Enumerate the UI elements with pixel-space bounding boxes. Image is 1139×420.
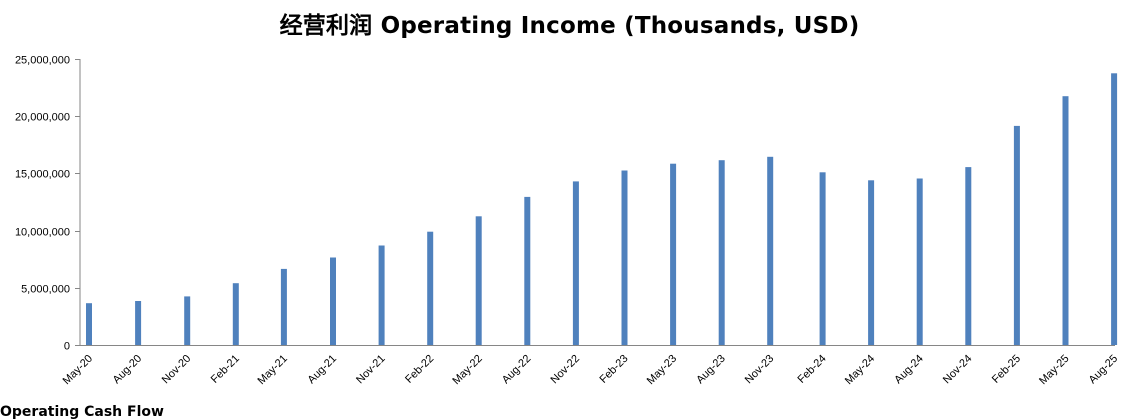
x-tick-label: Feb-24 bbox=[796, 353, 829, 386]
x-tick-label: Nov-24 bbox=[941, 353, 975, 387]
x-tick-label: Aug-25 bbox=[1087, 353, 1121, 387]
x-tick-label: Feb-23 bbox=[597, 353, 630, 386]
y-tick-label: 20,000,000 bbox=[15, 112, 70, 124]
x-tick-label: Aug-20 bbox=[111, 353, 145, 387]
bar-Feb-21 bbox=[232, 283, 239, 345]
x-tick-label: May-24 bbox=[843, 353, 877, 387]
x-tick-label: May-21 bbox=[256, 353, 290, 387]
x-tick-label: May-20 bbox=[61, 353, 95, 387]
x-tick-label: Nov-22 bbox=[548, 353, 582, 387]
bar-Nov-24 bbox=[965, 167, 972, 345]
x-tick-label: Aug-21 bbox=[306, 353, 340, 387]
x-tick-label: Nov-23 bbox=[743, 353, 777, 387]
y-tick-label: 15,000,000 bbox=[15, 169, 70, 181]
bar-May-21 bbox=[280, 268, 287, 345]
bar-Feb-22 bbox=[427, 231, 434, 345]
x-tick-label: Aug-24 bbox=[892, 353, 926, 387]
bar-May-20 bbox=[86, 303, 92, 345]
bar-Aug-23 bbox=[718, 160, 725, 345]
x-tick-label: Feb-21 bbox=[209, 353, 242, 386]
x-tick-label: Nov-20 bbox=[160, 353, 194, 387]
bar-Feb-24 bbox=[819, 172, 826, 345]
y-tick-label: 0 bbox=[64, 341, 70, 353]
x-tick-label: May-23 bbox=[645, 353, 679, 387]
bar-Aug-21 bbox=[330, 257, 336, 345]
x-tick-label: Feb-22 bbox=[403, 353, 436, 386]
y-tick-label: 25,000,000 bbox=[15, 55, 70, 67]
bar-Aug-20 bbox=[135, 301, 142, 345]
y-tick-label: 10,000,000 bbox=[15, 227, 70, 239]
y-axis: 0 5,000,000 10,000,000 15,000,000 20,000,000… bbox=[15, 55, 81, 353]
x-tick-label: May-22 bbox=[450, 353, 484, 387]
bar-May-22 bbox=[475, 216, 482, 345]
bars bbox=[86, 73, 1118, 346]
bar-May-24 bbox=[868, 180, 875, 345]
bar-Nov-22 bbox=[572, 181, 579, 345]
bar-Feb-23 bbox=[621, 170, 628, 345]
bar-Aug-22 bbox=[524, 196, 531, 345]
x-tick-label: Nov-21 bbox=[354, 353, 388, 387]
bar-Feb-25 bbox=[1013, 125, 1020, 346]
bar-Nov-21 bbox=[378, 245, 385, 345]
y-tick-label: 5,000,000 bbox=[21, 284, 70, 296]
bar-May-25 bbox=[1062, 96, 1069, 345]
x-tick-label: Aug-23 bbox=[694, 353, 728, 387]
bar-Aug-24 bbox=[916, 178, 923, 345]
bar-Aug-25 bbox=[1111, 73, 1118, 346]
bar-Nov-20 bbox=[184, 296, 191, 345]
x-tick-label: Aug-22 bbox=[500, 353, 534, 387]
x-tick-label: May-25 bbox=[1037, 353, 1071, 387]
x-axis: May-20 Aug-20 Nov-20 Feb-21 May-21 Aug-21 Nov-… bbox=[61, 345, 1121, 387]
chart-title: 经营利润 Operating Income (Thousands, USD) bbox=[279, 13, 860, 39]
bar-Nov-23 bbox=[767, 156, 774, 345]
bar-May-23 bbox=[670, 163, 677, 345]
footer-section-title: Operating Cash Flow bbox=[0, 404, 164, 420]
x-tick-label: Feb-25 bbox=[990, 353, 1023, 386]
